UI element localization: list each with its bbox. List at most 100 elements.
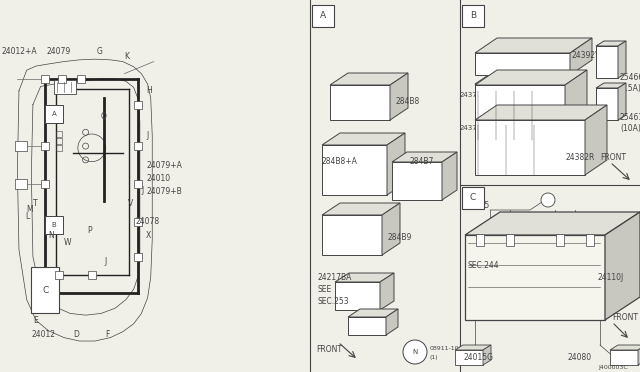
Text: 24079+A: 24079+A [146, 161, 182, 170]
Polygon shape [585, 105, 607, 175]
Text: FRONT: FRONT [612, 314, 638, 323]
Bar [42, 75, 49, 83]
Text: 24010: 24010 [146, 174, 170, 183]
Polygon shape [387, 133, 405, 195]
Bar [55, 272, 63, 279]
Text: 24012: 24012 [31, 330, 55, 339]
Text: SEC.253: SEC.253 [318, 298, 349, 307]
Bar [77, 75, 85, 83]
Bar [56, 145, 62, 151]
Polygon shape [386, 309, 398, 335]
Text: C: C [42, 286, 49, 295]
Text: 24012+A: 24012+A [2, 47, 38, 56]
Text: V: V [127, 199, 132, 208]
Polygon shape [618, 83, 626, 120]
Text: C: C [470, 193, 476, 202]
Polygon shape [483, 345, 491, 365]
Polygon shape [475, 105, 607, 120]
Polygon shape [475, 53, 570, 75]
Text: 24015G: 24015G [463, 353, 493, 362]
Text: 24110J: 24110J [598, 273, 624, 282]
Bar [462, 5, 484, 27]
Polygon shape [638, 345, 640, 365]
Text: L: L [25, 212, 29, 221]
Text: SEC.244: SEC.244 [468, 260, 500, 269]
Text: 24079+B: 24079+B [146, 187, 182, 196]
Bar [134, 218, 142, 226]
Polygon shape [465, 235, 605, 320]
Bar [31, 267, 60, 314]
Text: 24370+A: 24370+A [460, 92, 493, 98]
Bar [506, 234, 514, 246]
Polygon shape [505, 76, 517, 102]
Polygon shape [390, 73, 408, 120]
Polygon shape [475, 38, 592, 53]
Circle shape [403, 340, 427, 364]
Polygon shape [392, 162, 442, 200]
Text: Q: Q [101, 112, 107, 121]
Text: 25461: 25461 [620, 113, 640, 122]
Polygon shape [382, 203, 400, 255]
Polygon shape [455, 345, 491, 350]
Text: W: W [64, 238, 72, 247]
Polygon shape [322, 145, 387, 195]
Polygon shape [455, 350, 483, 365]
Text: K: K [124, 52, 129, 61]
Bar [56, 138, 62, 144]
Bar [15, 141, 28, 151]
Text: FRONT: FRONT [316, 344, 342, 353]
Text: B: B [52, 222, 56, 228]
Polygon shape [322, 203, 400, 215]
Text: 24345: 24345 [465, 201, 489, 209]
Bar [45, 105, 63, 124]
Bar [586, 234, 594, 246]
Polygon shape [335, 282, 380, 310]
Text: (15A): (15A) [620, 84, 640, 93]
Bar [134, 101, 142, 109]
Text: 284B9: 284B9 [388, 234, 412, 243]
Bar [42, 180, 49, 188]
Bar [45, 216, 63, 234]
Text: J: J [146, 131, 148, 140]
Text: 24382R: 24382R [565, 153, 595, 161]
Bar [556, 234, 564, 246]
Polygon shape [596, 88, 618, 120]
Text: 24392WA: 24392WA [572, 51, 609, 60]
Bar [42, 142, 49, 150]
Bar [476, 234, 484, 246]
Text: 24078: 24078 [135, 218, 159, 227]
Polygon shape [596, 83, 626, 88]
Text: J: J [141, 186, 143, 195]
Text: (10A): (10A) [620, 125, 640, 134]
Polygon shape [570, 38, 592, 75]
Text: A: A [320, 12, 326, 20]
Bar [58, 75, 67, 83]
Bar [134, 253, 142, 260]
Text: B: B [470, 12, 476, 20]
Text: 284B8: 284B8 [395, 97, 419, 106]
Polygon shape [610, 350, 638, 365]
Bar [134, 180, 142, 188]
Text: FRONT: FRONT [600, 154, 626, 163]
Bar [462, 187, 484, 209]
Polygon shape [348, 309, 398, 317]
Text: 24080: 24080 [568, 353, 592, 362]
Text: SEE: SEE [318, 285, 332, 295]
Polygon shape [330, 85, 390, 120]
Text: X: X [146, 231, 151, 240]
Polygon shape [618, 41, 626, 78]
Text: J400003C: J400003C [598, 366, 628, 371]
Text: P: P [87, 226, 92, 235]
Polygon shape [392, 152, 457, 162]
Polygon shape [475, 70, 587, 85]
Text: A: A [52, 111, 56, 117]
Polygon shape [335, 273, 394, 282]
Polygon shape [442, 152, 457, 200]
Polygon shape [465, 212, 640, 235]
Polygon shape [610, 345, 640, 350]
Text: N: N [49, 231, 54, 240]
Text: 24370-: 24370- [460, 125, 484, 131]
Text: 25466: 25466 [620, 74, 640, 83]
Text: D: D [73, 330, 79, 339]
Bar [15, 179, 28, 189]
